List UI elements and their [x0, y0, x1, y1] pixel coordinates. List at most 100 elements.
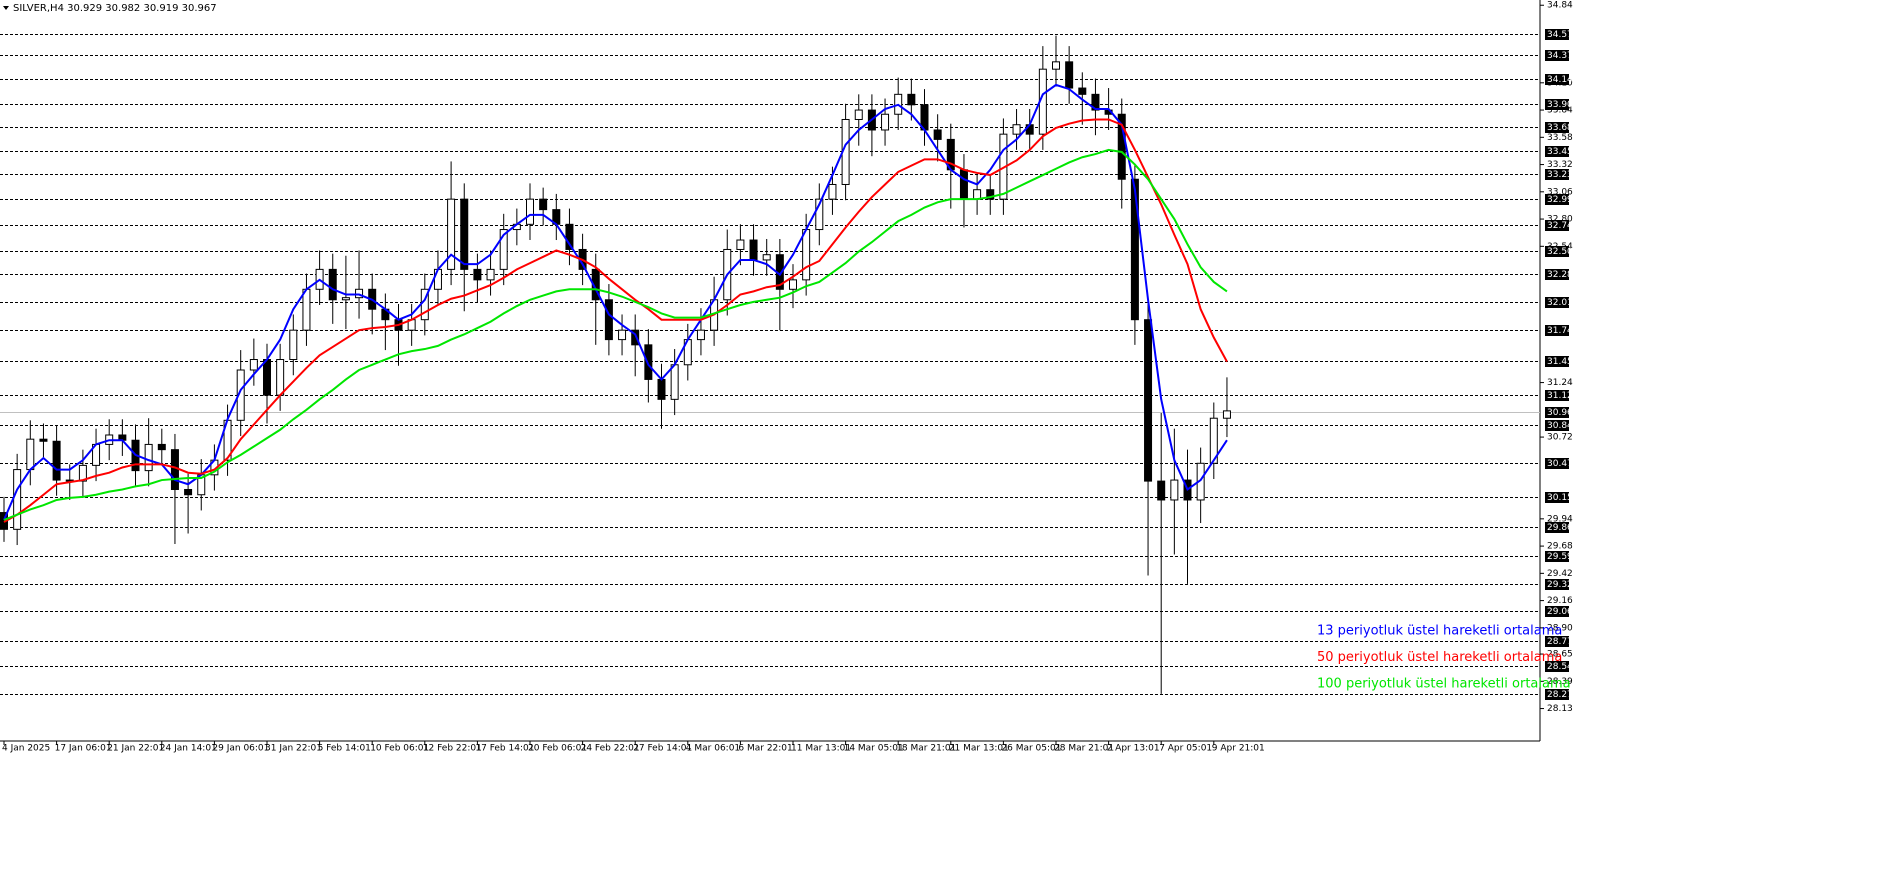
y-tick-label: 28.90: [1547, 623, 1573, 633]
candle-body: [302, 288, 311, 331]
candle-body: [144, 443, 153, 472]
candle-body: [13, 469, 22, 530]
candle-body: [170, 449, 179, 490]
candle-body: [249, 359, 258, 371]
candle-body: [618, 329, 627, 341]
x-tick-label: 9 Apr 21:01: [1212, 744, 1265, 754]
level-label-box: [1545, 522, 1569, 533]
candles: [0, 35, 1231, 694]
candle-body: [959, 169, 968, 200]
level-label-box: [1545, 636, 1569, 647]
y-tick-label: 32.80: [1547, 215, 1573, 225]
level-label-box: [1545, 194, 1569, 205]
level-label: 34.14: [1547, 75, 1573, 85]
legend-label: 100 periyotluk üstel hareketli ortalama: [1317, 677, 1571, 692]
moving-average-line: [3, 148, 1228, 521]
x-tick-label: 21 Jan 22:01: [107, 744, 164, 754]
candle-body: [39, 438, 48, 442]
x-tick-label: 2 Apr 13:01: [1107, 744, 1160, 754]
candle-body: [1170, 479, 1179, 501]
level-label-box: [1545, 99, 1569, 110]
candle-body: [263, 359, 271, 396]
x-tick-label: 5 Feb 14:01: [318, 744, 371, 754]
level-label: 33.68: [1547, 123, 1573, 133]
level-label-box: [1545, 122, 1569, 133]
level-label: 29.06: [1547, 607, 1573, 617]
candle-body: [184, 488, 193, 496]
x-tick-label: 11 Mar 13:01: [791, 744, 851, 754]
candle-body: [1157, 480, 1166, 501]
candle-body: [854, 109, 863, 120]
level-label-box: [1545, 579, 1569, 590]
level-label-box: [1545, 356, 1569, 367]
candle-body: [657, 378, 666, 400]
candle-body: [986, 189, 995, 200]
x-tick-label: 24 Feb 22:01: [581, 744, 640, 754]
level-label-box: [1545, 606, 1569, 617]
level-label: 34.57: [1547, 30, 1573, 40]
x-tick-label: 17 Jan 06:01: [55, 744, 112, 754]
x-tick-label: 4 Mar 06:01: [686, 744, 740, 754]
x-tick-label: 10 Feb 06:01: [370, 744, 429, 754]
level-label-box: [1545, 297, 1569, 308]
candle-body: [328, 268, 337, 301]
level-label-box: [1545, 492, 1569, 503]
y-tick-label: 33.06: [1547, 187, 1573, 197]
level-label: 30.47: [1547, 459, 1573, 469]
candle-body: [473, 268, 482, 281]
x-tick-label: 4 Jan 2025: [2, 744, 50, 754]
x-tick-label: 21 Mar 13:01: [949, 744, 1009, 754]
legend-label: 50 periyotluk üstel hareketli ortalama: [1317, 650, 1562, 665]
level-label: 32.50: [1547, 247, 1573, 257]
x-tick-label: 20 Feb 06:01: [528, 744, 587, 754]
candle-body: [828, 183, 837, 200]
x-tick-label: 31 Jan 22:01: [265, 744, 322, 754]
level-label-box: [1545, 458, 1569, 469]
candle-body: [341, 297, 350, 301]
level-label: 31.12: [1547, 391, 1573, 401]
current-price-label: 30.96: [1547, 408, 1573, 418]
x-tick-label: 26 Mar 05:01: [1001, 744, 1061, 754]
x-tick-label: 7 Apr 05:01: [1159, 744, 1212, 754]
level-label: 31.74: [1547, 326, 1573, 336]
candle-body: [736, 239, 745, 250]
candle-body: [802, 229, 811, 281]
x-tick-label: 24 Jan 14:01: [160, 744, 217, 754]
candle-body: [78, 464, 87, 482]
candle-body: [670, 364, 679, 400]
y-tick-label: 33.58: [1547, 133, 1573, 143]
x-tick-label: 27 Feb 14:01: [633, 744, 692, 754]
level-label: 28.27: [1547, 690, 1573, 700]
level-label: 31.45: [1547, 357, 1573, 367]
y-tick-label: 28.39: [1547, 677, 1573, 687]
level-label: 33.90: [1547, 100, 1573, 110]
y-tick-label: 29.42: [1547, 569, 1573, 579]
candle-body: [276, 359, 285, 396]
candle-body: [933, 129, 942, 140]
title-marker: [3, 6, 9, 10]
chart-title: SILVER,H4 30.929 30.982 30.919 30.967: [13, 3, 217, 14]
x-tick-label: 18 Mar 21:01: [896, 744, 956, 754]
x-tick-label: 6 Mar 22:01: [738, 744, 792, 754]
candle-body: [907, 93, 916, 106]
candle-body: [1144, 319, 1153, 482]
candle-body: [355, 288, 364, 299]
candle-body: [881, 113, 890, 131]
level-label-box: [1545, 74, 1569, 85]
level-label-box: [1545, 269, 1569, 280]
candle-body: [604, 299, 613, 341]
candle-body: [1091, 93, 1100, 111]
y-tick-label: 33.32: [1547, 160, 1573, 170]
candle-body: [565, 223, 574, 250]
candle-body: [1222, 410, 1231, 419]
legend-label: 13 periyotluk üstel hareketli ortalama: [1317, 624, 1562, 639]
level-label-box: [1545, 551, 1569, 562]
level-label-box: [1545, 246, 1569, 257]
level-label: 32.01: [1547, 298, 1573, 308]
level-label-box: [1545, 169, 1569, 180]
level-label: 32.28: [1547, 270, 1573, 280]
candle-body: [631, 329, 640, 346]
candle-body: [447, 198, 456, 270]
candle-body: [289, 329, 298, 361]
